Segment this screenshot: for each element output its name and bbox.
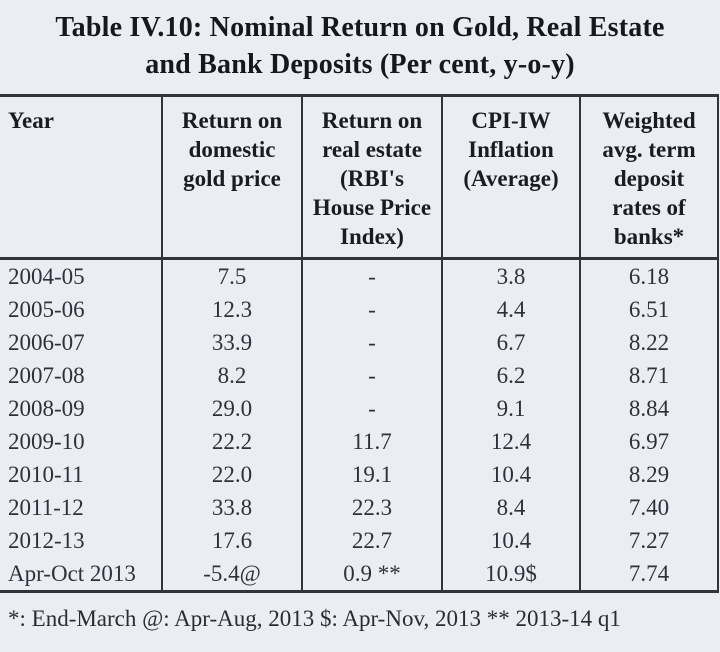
value-cell: 11.7 — [301, 425, 442, 458]
value-cell: 6.7 — [441, 326, 580, 359]
value-cell: - — [301, 293, 442, 326]
value-cell: 19.1 — [301, 458, 442, 491]
footnote: *: End-March @: Apr-Aug, 2013 $: Apr-Nov… — [8, 606, 621, 631]
value-cell: 8.29 — [579, 458, 718, 491]
value-cell: 22.0 — [161, 458, 302, 491]
header-deposit-rates: Weighted avg. term deposit rates of bank… — [579, 95, 718, 260]
year-cell: 2005-06 — [8, 296, 85, 322]
value-cell: 8.84 — [579, 392, 718, 425]
value-cell: 10.9$ — [441, 557, 580, 592]
table-title-line2: and Bank Deposits (Per cent, y-o-y) — [145, 49, 575, 80]
value-cell: 12.3 — [161, 293, 302, 326]
value-cell: 4.4 — [441, 293, 580, 326]
table-row: 2008-09 29.0-9.1 8.84 — [0, 392, 718, 425]
year-cell: 2007-08 — [8, 362, 85, 388]
table-title: Table IV.10: Nominal Return on Gold, Rea… — [0, 0, 720, 83]
year-cell: 2006-07 — [8, 329, 85, 355]
table-row: 2009-10 22.2 11.7 12.4 6.97 — [0, 425, 718, 458]
year-cell: 2011-12 — [8, 494, 84, 520]
value-cell: - — [301, 392, 442, 425]
value-cell: 22.7 — [301, 524, 442, 557]
year-cell: 2012-13 — [8, 527, 85, 553]
table-row: 2005-06 12.3-4.4 6.51 — [0, 293, 718, 326]
value-cell: 7.74 — [579, 557, 718, 592]
table-row: 2004-05 7.5-3.8 6.18 — [0, 258, 718, 293]
year-cell: 2008-09 — [8, 395, 85, 421]
table-row: 2010-11 22.0 19.1 10.4 8.29 — [0, 458, 718, 491]
year-cell: 2004-05 — [8, 263, 85, 289]
value-cell: 7.40 — [579, 491, 718, 524]
value-cell: - — [301, 258, 442, 293]
table-row: 2006-07 33.9-6.7 8.22 — [0, 326, 718, 359]
value-cell: 6.18 — [579, 258, 718, 293]
header-cpi-inflation: CPI-IW Inflation (Average) — [441, 95, 580, 260]
year-cell: 2009-10 — [8, 428, 85, 454]
value-cell: 7.27 — [579, 524, 718, 557]
value-cell: 8.22 — [579, 326, 718, 359]
year-cell: 2010-11 — [8, 461, 84, 487]
returns-table: Year Return on domestic gold price Retur… — [0, 94, 719, 593]
value-cell: 22.2 — [161, 425, 302, 458]
value-cell: 22.3 — [301, 491, 442, 524]
value-cell: 33.9 — [161, 326, 302, 359]
value-cell: 29.0 — [161, 392, 302, 425]
table-row: 2012-13 17.6 22.7 10.4 7.27 — [0, 524, 718, 557]
value-cell: 6.51 — [579, 293, 718, 326]
value-cell: 8.71 — [579, 359, 718, 392]
table-header: Year Return on domestic gold price Retur… — [0, 95, 718, 260]
value-cell: 8.4 — [441, 491, 580, 524]
table-body: 2004-05 7.5-3.8 6.18 2005-06 12.3-4.4 6.51 200… — [0, 258, 718, 592]
table-row: 2011-12 33.8 22.3 8.4 7.40 — [0, 491, 718, 524]
table-row: 2007-08 8.2-6.2 8.71 — [0, 359, 718, 392]
value-cell: 9.1 — [441, 392, 580, 425]
header-real-estate-return: Return on real estate (RBI's House Price… — [301, 95, 442, 260]
value-cell: 33.8 — [161, 491, 302, 524]
value-cell: 12.4 — [441, 425, 580, 458]
header-gold-return: Return on domestic gold price — [161, 95, 302, 260]
value-cell: 8.2 — [161, 359, 302, 392]
value-cell: 17.6 — [161, 524, 302, 557]
year-cell: Apr-Oct 2013 — [8, 560, 136, 586]
value-cell: 3.8 — [441, 258, 580, 293]
header-year: Year — [0, 95, 162, 260]
value-cell: 10.4 — [441, 524, 580, 557]
table-title-line1: Table IV.10: Nominal Return on Gold, Rea… — [55, 12, 665, 43]
value-cell: - — [301, 359, 442, 392]
value-cell: 0.9 ** — [301, 557, 442, 592]
value-cell: 6.97 — [579, 425, 718, 458]
value-cell: 7.5 — [161, 258, 302, 293]
value-cell: 6.2 — [441, 359, 580, 392]
table-row: Apr-Oct 2013 -5.4@ 0.9 ** 10.9$ 7.74 — [0, 557, 718, 592]
header-row: Year Return on domestic gold price Retur… — [0, 95, 718, 260]
value-cell: - — [301, 326, 442, 359]
value-cell: 10.4 — [441, 458, 580, 491]
value-cell: -5.4@ — [161, 557, 302, 592]
